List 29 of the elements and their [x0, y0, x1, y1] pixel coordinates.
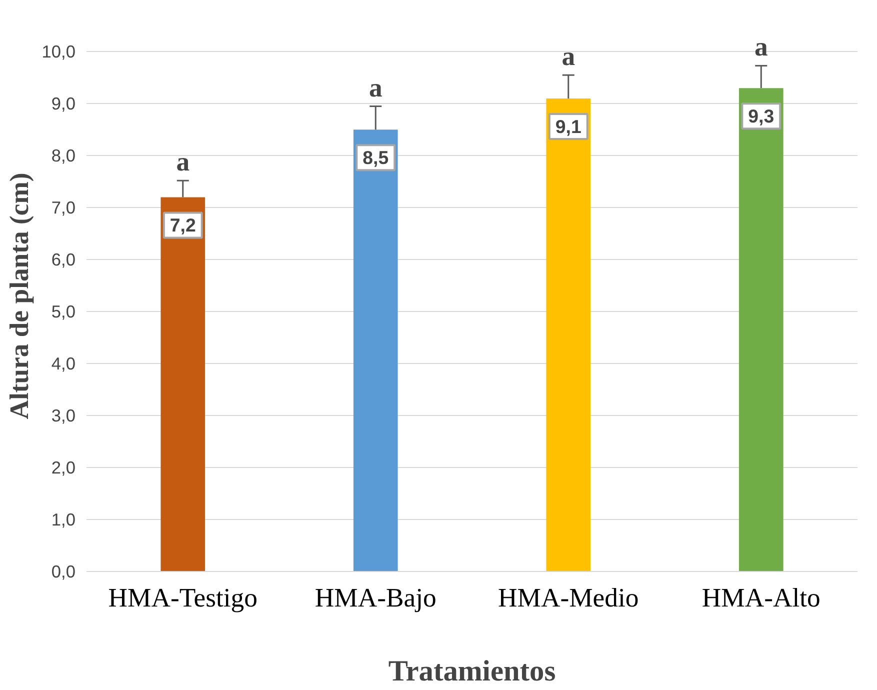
y-tick-label: 9,0 — [51, 94, 76, 114]
y-tick-label: 1,0 — [51, 510, 76, 530]
y-tick-label: 7,0 — [51, 198, 76, 218]
y-tick-label: 0,0 — [51, 562, 76, 582]
y-tick-label: 5,0 — [51, 302, 76, 322]
data-label: 7,2 — [170, 214, 196, 236]
y-tick-label: 8,0 — [51, 146, 76, 166]
annotation: a — [368, 72, 382, 102]
annotation: a — [754, 32, 768, 62]
bar — [738, 88, 784, 572]
annotation: a — [562, 41, 576, 72]
y-tick-label: 6,0 — [51, 250, 76, 270]
bar — [546, 98, 591, 572]
x-tick-label: HMA-Alto — [702, 582, 820, 612]
x-tick-label: HMA-Testigo — [108, 582, 258, 612]
y-axis-title: Altura de planta (cm) — [4, 172, 34, 420]
y-tick-label: 4,0 — [51, 354, 76, 374]
data-label: 8,5 — [362, 147, 389, 168]
x-tick-label: HMA-Medio — [498, 582, 639, 612]
x-tick-label: HMA-Bajo — [314, 582, 436, 612]
data-label: 9,1 — [555, 116, 582, 137]
y-tick-label: 10,0 — [42, 42, 76, 62]
y-tick-label: 3,0 — [51, 406, 76, 426]
bar — [353, 130, 398, 572]
annotation: a — [176, 146, 190, 177]
data-label: 9,3 — [748, 106, 774, 127]
bar — [160, 197, 206, 572]
y-tick-label: 2,0 — [51, 458, 76, 478]
x-axis-title: Tratamientos — [388, 656, 556, 688]
